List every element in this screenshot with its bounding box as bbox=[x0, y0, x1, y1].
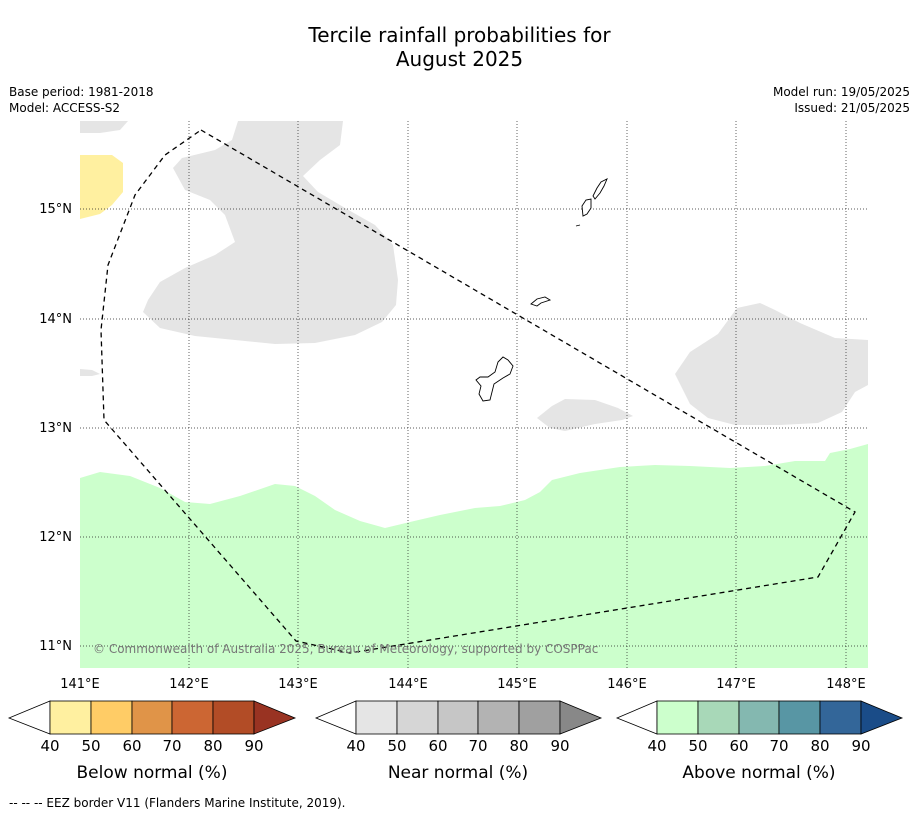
eez-footnote: -- -- -- EEZ border V11 (Flanders Marine… bbox=[9, 796, 346, 810]
near-normal-region-west-edge bbox=[80, 369, 100, 376]
near-normal-region-nw-corner bbox=[80, 121, 128, 133]
colorbar-above-label: Above normal (%) bbox=[682, 763, 835, 783]
colorbar-near-swatch-2 bbox=[396, 700, 439, 735]
map-plot-area: © Commonwealth of Australia 2025, Bureau… bbox=[80, 121, 868, 668]
island-aguijan bbox=[575, 224, 581, 227]
lon-label: 148°E bbox=[826, 677, 866, 692]
gridlines bbox=[80, 121, 868, 668]
colorbar-below-ticks: 40 50 60 70 80 90 bbox=[40, 737, 263, 755]
colorbar-below-swatch-2 bbox=[90, 700, 133, 735]
colorbar-near-label: Near normal (%) bbox=[388, 763, 528, 783]
colorbar-tick: 40 bbox=[346, 737, 365, 755]
issued-date: Issued: 21/05/2025 bbox=[794, 101, 910, 115]
colorbar-tick: 70 bbox=[468, 737, 487, 755]
lon-label: 147°E bbox=[716, 677, 756, 692]
island-rota bbox=[530, 296, 552, 307]
colorbar-near-swatch-6 bbox=[559, 700, 603, 735]
colorbar-near-swatch-5 bbox=[518, 700, 561, 735]
model-run: Model run: 19/05/2025 bbox=[772, 85, 910, 99]
lat-label: 13°N bbox=[39, 421, 72, 436]
lon-label: 142°E bbox=[169, 677, 209, 692]
longitude-labels: 141°E 142°E 143°E 144°E 145°E 146°E 147°… bbox=[60, 677, 866, 692]
above-normal-region bbox=[80, 444, 868, 668]
lon-label: 144°E bbox=[388, 677, 428, 692]
colorbar-above-ticks: 40 50 60 70 80 90 bbox=[647, 737, 870, 755]
near-normal-region-central bbox=[537, 399, 633, 431]
lon-label: 143°E bbox=[278, 677, 318, 692]
colorbar-tick: 70 bbox=[769, 737, 788, 755]
copyright-notice: © Commonwealth of Australia 2025, Bureau… bbox=[93, 642, 598, 656]
island-tinian bbox=[581, 198, 592, 217]
colorbar-tick: 50 bbox=[81, 737, 100, 755]
colorbar-near-ticks: 40 50 60 70 80 90 bbox=[346, 737, 569, 755]
colorbar-above-swatch-1 bbox=[656, 700, 699, 735]
lon-label: 141°E bbox=[60, 677, 100, 692]
lon-label: 146°E bbox=[607, 677, 647, 692]
colorbar-near-swatch-3 bbox=[437, 700, 479, 735]
colorbar-above-swatch-0 bbox=[615, 700, 658, 735]
colorbar-below-swatch-3 bbox=[131, 700, 173, 735]
near-normal-region-west bbox=[143, 121, 398, 344]
colorbar-above-swatch-2 bbox=[697, 700, 740, 735]
lat-label: 14°N bbox=[39, 312, 72, 327]
colorbar-tick: 80 bbox=[810, 737, 829, 755]
colorbar-tick: 90 bbox=[244, 737, 263, 755]
colorbar-below-swatch-6 bbox=[253, 700, 297, 735]
map-title-line1: Tercile rainfall probabilities for bbox=[308, 23, 611, 47]
colorbar-tick: 60 bbox=[729, 737, 748, 755]
colorbar-below-swatch-1 bbox=[49, 700, 92, 735]
eez-border bbox=[100, 129, 856, 654]
latitude-labels: 15°N 14°N 13°N 12°N 11°N bbox=[39, 202, 72, 654]
colorbar-tick: 60 bbox=[122, 737, 141, 755]
colorbar-tick: 90 bbox=[851, 737, 870, 755]
colorbar-near-swatch-4 bbox=[477, 700, 520, 735]
colorbar-above-swatch-6 bbox=[860, 700, 904, 735]
colorbar-below-swatch-0 bbox=[7, 700, 51, 735]
colorbar-tick: 50 bbox=[688, 737, 707, 755]
island-saipan bbox=[592, 178, 608, 200]
near-normal-region-east bbox=[675, 303, 868, 425]
map-title-line2: August 2025 bbox=[395, 47, 524, 71]
lat-label: 15°N bbox=[39, 202, 72, 217]
colorbar-near-swatch-0 bbox=[314, 700, 357, 735]
colorbar-tick: 80 bbox=[203, 737, 222, 755]
colorbar-below-swatch-4 bbox=[171, 700, 214, 735]
colorbar-tick: 90 bbox=[550, 737, 569, 755]
colorbar-above-normal bbox=[615, 700, 904, 735]
colorbar-above-swatch-3 bbox=[738, 700, 780, 735]
colorbar-tick: 80 bbox=[509, 737, 528, 755]
island-outlines bbox=[475, 178, 608, 402]
model-name: Model: ACCESS-S2 bbox=[9, 101, 121, 115]
colorbar-below-normal bbox=[7, 700, 297, 735]
island-guam bbox=[475, 356, 514, 402]
lat-label: 12°N bbox=[39, 530, 72, 545]
colorbar-near-swatch-1 bbox=[355, 700, 398, 735]
colorbar-tick: 60 bbox=[428, 737, 447, 755]
colorbar-above-swatch-4 bbox=[778, 700, 821, 735]
colorbar-tick: 70 bbox=[162, 737, 181, 755]
colorbar-tick: 40 bbox=[647, 737, 666, 755]
colorbar-below-swatch-5 bbox=[212, 700, 255, 735]
below-normal-region bbox=[80, 155, 123, 219]
colorbar-above-swatch-5 bbox=[819, 700, 862, 735]
base-period: Base period: 1981-2018 bbox=[9, 85, 154, 99]
colorbar-tick: 40 bbox=[40, 737, 59, 755]
lon-label: 145°E bbox=[497, 677, 537, 692]
colorbar-tick: 50 bbox=[387, 737, 406, 755]
colorbar-below-label: Below normal (%) bbox=[77, 763, 228, 783]
colorbar-near-normal bbox=[314, 700, 603, 735]
lat-label: 11°N bbox=[39, 639, 72, 654]
